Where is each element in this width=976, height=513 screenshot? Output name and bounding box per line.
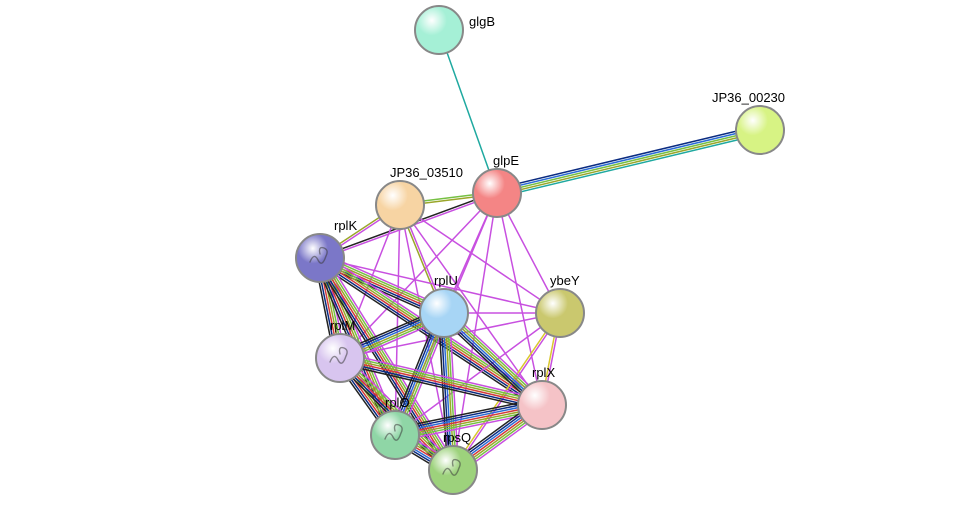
node-label: rplO xyxy=(385,395,410,410)
node-circle[interactable] xyxy=(376,181,424,229)
node-circle[interactable] xyxy=(296,234,344,282)
node-circle[interactable] xyxy=(420,289,468,337)
node-label: rplU xyxy=(434,273,458,288)
node-label: ybeY xyxy=(550,273,580,288)
nodes-layer: glgB JP36_00230 glpE JP36_03510 rplK ybeY rplU… xyxy=(296,6,785,494)
node-label: rplX xyxy=(532,365,555,380)
node-label: glpE xyxy=(493,153,519,168)
node-circle[interactable] xyxy=(518,381,566,429)
node-glpE[interactable]: glpE xyxy=(473,153,521,217)
node-circle[interactable] xyxy=(536,289,584,337)
edge xyxy=(498,134,761,197)
node-circle[interactable] xyxy=(473,169,521,217)
node-circle[interactable] xyxy=(429,446,477,494)
node-circle[interactable] xyxy=(371,411,419,459)
node-label: rplK xyxy=(334,218,357,233)
node-label: JP36_03510 xyxy=(390,165,463,180)
edge xyxy=(497,130,760,193)
node-JP36_00230[interactable]: JP36_00230 xyxy=(712,90,785,154)
node-circle[interactable] xyxy=(316,334,364,382)
edge xyxy=(496,126,759,189)
protein-network-graph[interactable]: glgB JP36_00230 glpE JP36_03510 rplK ybeY rplU… xyxy=(0,0,976,513)
node-rplX[interactable]: rplX xyxy=(518,365,566,429)
node-label: rpsQ xyxy=(443,430,471,445)
node-glgB[interactable]: glgB xyxy=(415,6,495,54)
node-label: rplM xyxy=(330,318,355,333)
node-rpsQ[interactable]: rpsQ xyxy=(429,430,477,494)
node-circle[interactable] xyxy=(736,106,784,154)
node-label: glgB xyxy=(469,14,495,29)
edge xyxy=(498,132,761,195)
node-label: JP36_00230 xyxy=(712,90,785,105)
edge xyxy=(496,128,759,191)
node-circle[interactable] xyxy=(415,6,463,54)
